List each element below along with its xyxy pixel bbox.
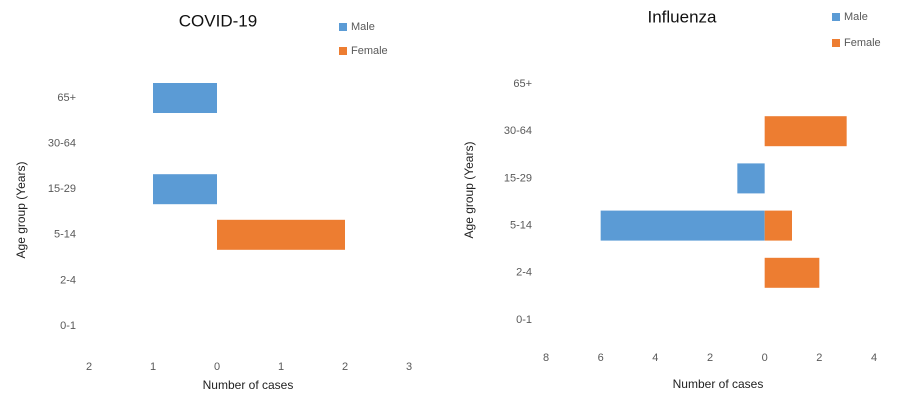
x-tick-label: 4	[652, 352, 658, 364]
y-tick-label: 65+	[513, 78, 532, 90]
y-tick-label: 30-64	[48, 138, 76, 150]
x-tick-label: 0	[214, 361, 220, 373]
x-tick-label: 1	[150, 361, 156, 373]
legend-label: Female	[844, 37, 881, 49]
x-tick-label: 8	[543, 352, 549, 364]
y-tick-label: 65+	[57, 92, 76, 104]
chart-title: Influenza	[648, 7, 718, 26]
x-tick-label: 3	[406, 361, 412, 373]
y-tick-label: 15-29	[504, 172, 532, 184]
y-tick-label: 0-1	[60, 320, 76, 332]
x-tick-label: 2	[342, 361, 348, 373]
y-tick-label: 2-4	[516, 267, 532, 279]
legend-swatch	[339, 47, 347, 55]
y-tick-label: 30-64	[504, 125, 532, 137]
x-tick-label: 2	[86, 361, 92, 373]
y-tick-label: 5-14	[54, 229, 76, 241]
x-tick-label: 6	[598, 352, 604, 364]
x-axis-label: Number of cases	[203, 378, 294, 392]
legend-label: Male	[844, 11, 868, 23]
x-axis-label: Number of cases	[673, 377, 764, 391]
y-tick-label: 15-29	[48, 183, 76, 195]
legend-swatch	[832, 13, 840, 21]
x-tick-label: 2	[707, 352, 713, 364]
bar	[764, 257, 820, 288]
legend-swatch	[339, 23, 347, 31]
bar	[600, 210, 765, 241]
bar	[764, 210, 792, 241]
x-tick-label: 2	[816, 352, 822, 364]
x-tick-label: 0	[762, 352, 768, 364]
bar	[217, 219, 345, 250]
bar	[153, 174, 217, 205]
bar	[764, 116, 847, 147]
y-tick-label: 2-4	[60, 274, 76, 286]
y-tick-label: 0-1	[516, 314, 532, 326]
bar	[737, 163, 765, 194]
legend-label: Female	[351, 45, 388, 57]
legend-label: Male	[351, 21, 375, 33]
y-tick-label: 5-14	[510, 220, 532, 232]
y-axis-label: Age group (Years)	[14, 162, 28, 259]
bar	[153, 83, 217, 113]
y-axis-label: Age group (Years)	[462, 142, 476, 239]
x-tick-label: 4	[871, 352, 877, 364]
chart-title: COVID-19	[179, 11, 257, 30]
legend-swatch	[832, 39, 840, 47]
x-tick-label: 1	[278, 361, 284, 373]
